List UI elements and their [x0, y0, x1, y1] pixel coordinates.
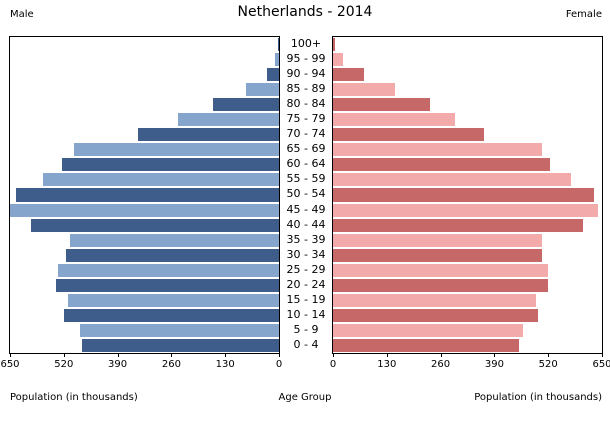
age-group-label: 85 - 89	[286, 82, 326, 96]
female-bar-70-74	[333, 128, 485, 142]
male-plot-area	[9, 36, 280, 354]
female-bar-80-84	[333, 98, 431, 112]
female-x-tick-label: 520	[538, 359, 558, 370]
age-group-label: 20 - 24	[286, 277, 326, 291]
female-x-tick-mark	[386, 353, 388, 357]
chart-title: Netherlands - 2014	[237, 4, 373, 20]
female-x-tick-label: 390	[484, 359, 504, 370]
age-group-label: 25 - 29	[286, 262, 326, 276]
age-group-label: 5 - 9	[293, 322, 319, 336]
female-bar-5-9	[333, 323, 524, 337]
age-group-label: 70 - 74	[286, 127, 326, 141]
female-x-tick-mark	[440, 353, 442, 357]
female-x-tick-label: 130	[377, 359, 397, 370]
female-bar-25-29	[333, 263, 549, 277]
male-bar-30-34	[65, 248, 279, 262]
male-x-tick-label: 130	[215, 359, 235, 370]
male-bar-60-64	[61, 158, 279, 172]
age-group-axis-label: Age Group	[278, 392, 332, 403]
female-bar-35-39	[333, 233, 542, 247]
male-header-label: Male	[10, 9, 34, 20]
female-x-tick-label: 0	[329, 359, 337, 370]
male-x-tick-mark	[225, 353, 227, 357]
female-bar-40-44	[333, 218, 584, 232]
male-x-tick-mark	[279, 353, 280, 357]
female-x-tick-mark	[333, 353, 334, 357]
female-x-tick-label: 650	[592, 359, 610, 370]
female-axis-label: Population (in thousands)	[474, 392, 602, 403]
male-bar-55-59	[43, 173, 279, 187]
male-bar-20-24	[55, 278, 279, 292]
female-bar-30-34	[333, 248, 542, 262]
male-bar-75-79	[177, 113, 279, 127]
female-header-label: Female	[565, 9, 602, 20]
male-x-tick-label: 520	[54, 359, 74, 370]
age-group-label: 95 - 99	[286, 52, 326, 66]
female-bar-65-69	[333, 143, 542, 157]
male-x-tick-label: 260	[161, 359, 181, 370]
female-bar-75-79	[333, 113, 456, 127]
age-group-label: 90 - 94	[286, 67, 326, 81]
age-group-label: 65 - 69	[286, 142, 326, 156]
age-group-label: 100+	[290, 37, 322, 50]
female-bar-50-54	[333, 188, 594, 202]
age-group-label: 15 - 19	[286, 292, 326, 306]
male-x-tick-mark	[10, 353, 11, 357]
male-axis-label: Population (in thousands)	[10, 392, 138, 403]
male-bar-15-19	[67, 293, 279, 307]
male-bar-80-84	[212, 98, 279, 112]
female-bar-15-19	[333, 293, 536, 307]
female-x-tick-mark	[494, 353, 496, 357]
male-bar-40-44	[30, 218, 279, 232]
male-bar-100+	[277, 38, 279, 52]
female-bar-95-99	[333, 53, 344, 67]
age-group-axis: 100+ 95 - 99 90 - 94 85 - 89 80 - 84 75 - 79 7…	[280, 36, 332, 352]
male-bar-95-99	[274, 53, 279, 67]
male-x-tick-mark	[171, 353, 173, 357]
female-bar-10-14	[333, 308, 538, 322]
female-bar-85-89	[333, 83, 396, 97]
male-bar-85-89	[245, 83, 279, 97]
male-bar-0-4	[82, 338, 279, 352]
female-x-tick-mark	[602, 353, 603, 357]
age-group-label: 45 - 49	[286, 202, 326, 216]
male-bar-5-9	[80, 323, 279, 337]
age-group-label: 60 - 64	[286, 157, 326, 171]
female-x-tick-mark	[548, 353, 550, 357]
male-x-tick-label: 650	[0, 359, 20, 370]
age-group-label: 30 - 34	[286, 247, 326, 261]
male-bar-35-39	[70, 233, 279, 247]
male-bar-65-69	[74, 143, 279, 157]
male-bar-10-14	[63, 308, 279, 322]
male-bar-25-29	[57, 263, 279, 277]
age-group-label: 10 - 14	[286, 307, 326, 321]
male-x-tick-label: 0	[275, 359, 283, 370]
female-bar-0-4	[333, 338, 520, 352]
female-bar-60-64	[333, 158, 551, 172]
female-bar-55-59	[333, 173, 571, 187]
male-x-tick-label: 390	[108, 359, 128, 370]
male-x-tick-mark	[117, 353, 119, 357]
female-bar-45-49	[333, 203, 598, 217]
age-group-label: 0 - 4	[293, 337, 319, 351]
age-group-label: 35 - 39	[286, 232, 326, 246]
age-group-label: 75 - 79	[286, 112, 326, 126]
male-bar-50-54	[16, 188, 279, 202]
age-group-label: 50 - 54	[286, 187, 326, 201]
male-x-tick-mark	[63, 353, 65, 357]
male-bar-45-49	[10, 203, 279, 217]
female-bar-20-24	[333, 278, 549, 292]
female-x-tick-label: 260	[431, 359, 451, 370]
age-group-label: 55 - 59	[286, 172, 326, 186]
female-bar-100+	[333, 38, 336, 52]
male-bar-70-74	[138, 128, 279, 142]
age-group-label: 80 - 84	[286, 97, 326, 111]
female-plot-area	[332, 36, 603, 354]
male-bar-90-94	[267, 68, 279, 82]
female-bar-90-94	[333, 68, 365, 82]
age-group-label: 40 - 44	[286, 217, 326, 231]
